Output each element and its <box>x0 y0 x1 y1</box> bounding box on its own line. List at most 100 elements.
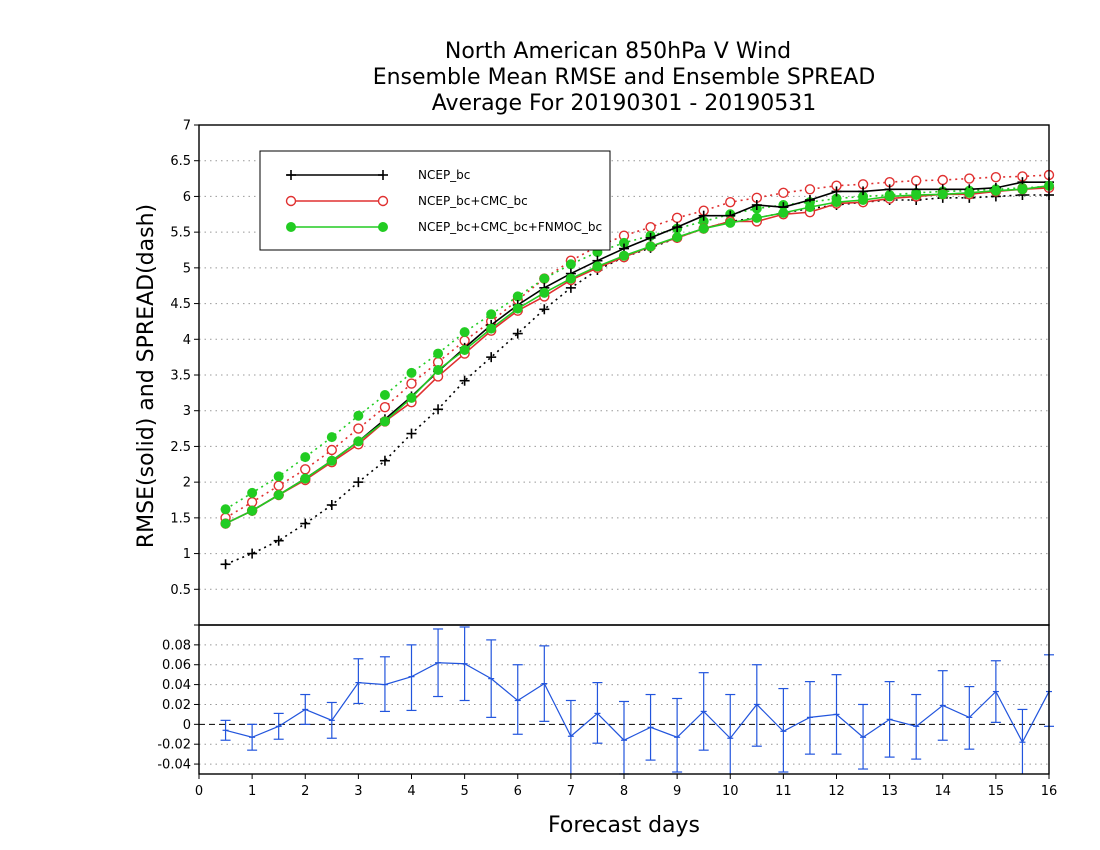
spread-point <box>379 401 391 413</box>
rmse-point <box>725 217 736 228</box>
spread-point <box>433 348 444 359</box>
rmse-point <box>592 261 603 272</box>
rmse-point <box>645 232 656 243</box>
spread-point <box>326 444 338 456</box>
chart-title-line-1: North American 850hPa V Wind <box>445 39 791 64</box>
spread-point <box>725 196 736 208</box>
rmse-point <box>672 222 683 233</box>
bottom-panel-y-ticks: -0.04 -0.02 0 0.02 0.04 0.06 0.08 <box>157 624 199 773</box>
x-tick-label: 10 <box>722 784 739 799</box>
spread-point <box>220 504 231 515</box>
spread-point <box>300 464 311 475</box>
legend-marker-1 <box>285 195 297 207</box>
spread-point <box>459 375 470 386</box>
top-y-tick-label: 0.5 <box>170 583 191 598</box>
spread-point <box>778 187 789 199</box>
spread-point <box>247 487 258 498</box>
rmse-point <box>911 190 922 200</box>
rmse-point <box>698 210 709 221</box>
rmse-point <box>672 232 683 243</box>
rmse-point <box>858 186 869 197</box>
rmse-point <box>619 250 629 261</box>
rmse-point <box>565 273 576 284</box>
top-y-tick-label: 1 <box>183 547 191 562</box>
rmse-point <box>804 202 815 213</box>
spread-point <box>379 390 390 400</box>
spread-point <box>326 500 337 510</box>
x-tick-label: 0 <box>195 784 203 799</box>
rmse-point <box>379 416 390 427</box>
rmse-point <box>831 197 842 208</box>
spread-point <box>353 423 364 434</box>
top-y-tick-label: 4 <box>183 333 191 348</box>
spread-point <box>910 175 922 186</box>
legend-marker-2 <box>286 222 296 232</box>
spread-point <box>433 404 444 415</box>
spread-point <box>486 352 497 363</box>
spread-point <box>565 259 576 270</box>
bottom-y-tick-label: 0.02 <box>162 698 191 713</box>
rmse-point <box>858 195 869 205</box>
y-axis-label: RMSE(solid) and SPREAD(dash) <box>134 204 159 548</box>
top-y-tick-label: 2 <box>183 476 191 491</box>
rmse-point <box>512 303 523 314</box>
spread-point <box>937 174 948 186</box>
legend-label-0: NCEP_bc <box>418 168 470 182</box>
spread-point <box>459 327 470 338</box>
rmse-point <box>645 241 656 252</box>
spread-point <box>539 304 550 315</box>
spread-point <box>220 559 231 570</box>
spread-point <box>379 455 390 466</box>
top-y-tick-label: 6 <box>183 190 191 205</box>
top-y-tick-label: 2.5 <box>170 440 191 455</box>
x-tick-label: 2 <box>301 784 309 799</box>
spread-point <box>273 471 284 482</box>
x-tick-label: 13 <box>881 784 898 799</box>
legend: NCEP_bc NCEP_bc+CMC_bc NCEP_bc+CMC_bc+FNMO… <box>259 150 611 251</box>
bottom-y-tick-label: 0.04 <box>162 678 191 693</box>
spread-point <box>406 428 417 439</box>
bottom-y-tick-label: -0.04 <box>157 758 191 773</box>
spread-point <box>512 291 523 302</box>
spread-point <box>990 171 1002 183</box>
legend-marker-0 <box>286 170 296 180</box>
spread-point <box>539 273 550 284</box>
spread-point <box>804 184 816 195</box>
spread-point <box>246 496 258 508</box>
x-tick-label: 12 <box>828 784 845 799</box>
legend-label-2: NCEP_bc+CMC_bc+FNMOC_bc <box>418 220 602 234</box>
rmse-point <box>831 186 842 197</box>
rmse-point <box>698 223 709 234</box>
rmse-point <box>539 287 550 298</box>
top-y-tick-label: 7 <box>183 119 191 134</box>
top-y-tick-label: 5 <box>183 261 191 276</box>
rmse-point <box>353 436 364 447</box>
rmse-point <box>751 212 762 223</box>
bottom-y-tick-label: -0.02 <box>157 738 191 753</box>
x-tick-label: 8 <box>620 784 628 799</box>
x-tick-label: 4 <box>407 784 415 799</box>
rmse-point <box>220 518 231 529</box>
rmse-point <box>778 207 789 218</box>
spread-point <box>671 212 683 224</box>
x-tick-label: 5 <box>460 784 468 799</box>
legend-marker-1 <box>377 195 389 207</box>
top-y-tick-label: 6.5 <box>170 154 191 169</box>
legend-marker-2 <box>378 222 388 232</box>
top-y-tick-label: 4.5 <box>170 297 191 312</box>
spread-line <box>225 174 1050 519</box>
rmse-point <box>964 187 975 198</box>
rmse-point <box>273 490 284 500</box>
legend-label-1: NCEP_bc+CMC_bc <box>418 194 528 208</box>
rmse-point <box>459 345 470 355</box>
bottom-y-tick-label: 0.06 <box>162 658 191 673</box>
x-axis-ticks: 0 1 2 3 4 5 6 7 8 9 10 11 12 13 14 15 16 <box>195 774 1057 799</box>
top-panel-gridlines <box>199 160 1049 590</box>
rmse-point <box>884 191 895 202</box>
x-tick-label: 11 <box>775 784 792 799</box>
spread-point <box>247 548 258 559</box>
rmse-point <box>300 473 311 484</box>
spread-point <box>486 309 497 320</box>
x-tick-label: 16 <box>1041 784 1058 799</box>
spread-point <box>353 477 364 488</box>
